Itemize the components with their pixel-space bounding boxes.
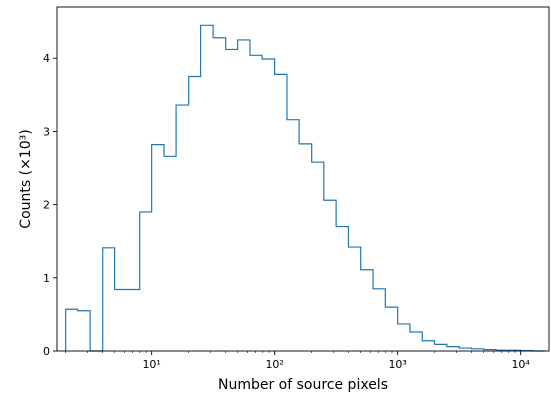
y-tick-label: 4 bbox=[43, 52, 50, 65]
x-axis-label: Number of source pixels bbox=[218, 377, 388, 393]
histogram-bin bbox=[140, 212, 152, 351]
histogram-bin bbox=[398, 324, 410, 351]
histogram-bin bbox=[164, 156, 176, 351]
axes: 0 1 2 3 4 10¹ 10² 10³ 10⁴ bbox=[43, 6, 550, 371]
histogram-bin bbox=[213, 38, 226, 351]
histogram-bin bbox=[127, 290, 140, 351]
histogram-bin bbox=[287, 120, 299, 351]
histogram-bin bbox=[348, 247, 360, 351]
histogram-bin bbox=[189, 77, 201, 351]
histogram-step-line bbox=[65, 24, 546, 352]
histogram-bin bbox=[422, 341, 434, 351]
x-tick-label: 10² bbox=[265, 358, 283, 371]
histogram-bin bbox=[361, 270, 373, 351]
histogram-bin bbox=[103, 248, 115, 351]
histogram-bin bbox=[373, 289, 385, 351]
x-tick-label: 10¹ bbox=[142, 358, 160, 371]
histogram-bin bbox=[299, 144, 312, 351]
histogram-bin bbox=[66, 309, 78, 351]
y-tick-label: 1 bbox=[43, 272, 50, 285]
y-axis-label: Counts (×10³) bbox=[18, 129, 34, 228]
histogram-bin bbox=[152, 145, 164, 351]
histogram-bin bbox=[78, 311, 91, 351]
histogram-bin bbox=[115, 290, 127, 351]
histogram-bin bbox=[226, 49, 238, 351]
axes-frame bbox=[56, 6, 550, 352]
histogram-bin bbox=[385, 307, 397, 351]
histogram-bin bbox=[176, 105, 189, 351]
x-tick-label: 10⁴ bbox=[511, 358, 530, 371]
plot-area bbox=[65, 24, 546, 352]
histogram-bin bbox=[275, 74, 287, 351]
x-tick-label: 10³ bbox=[388, 358, 406, 371]
histogram-bin bbox=[410, 332, 422, 351]
histogram-bin bbox=[201, 25, 214, 351]
histogram-bin bbox=[447, 347, 459, 351]
histogram-bin bbox=[336, 227, 348, 351]
histogram-bin bbox=[324, 200, 336, 351]
histogram-bin bbox=[250, 55, 262, 351]
y-tick-label: 3 bbox=[43, 125, 50, 138]
histogram-bin bbox=[238, 40, 250, 351]
y-tick-label: 0 bbox=[43, 345, 50, 358]
histogram-bin bbox=[435, 344, 447, 351]
y-tick-label: 2 bbox=[43, 199, 50, 212]
histogram-bin bbox=[312, 162, 324, 351]
histogram-bin bbox=[262, 59, 275, 351]
